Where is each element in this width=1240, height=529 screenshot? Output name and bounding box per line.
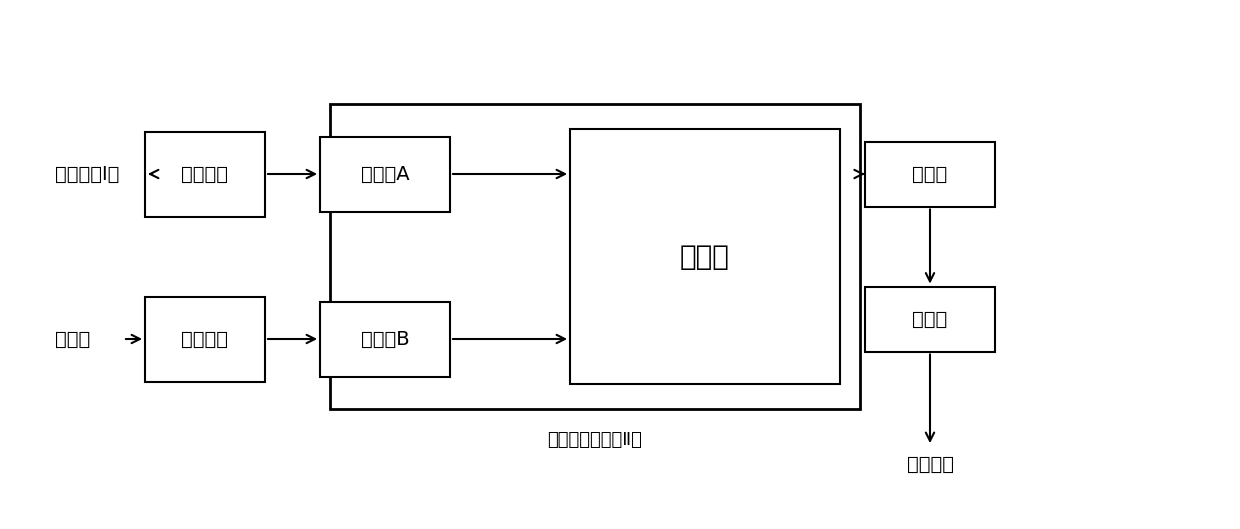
Text: 反应区: 反应区	[680, 242, 730, 270]
FancyBboxPatch shape	[866, 287, 994, 351]
Text: 淬灭区: 淬灭区	[913, 165, 947, 184]
Text: 微通道反应器（Ⅱ）: 微通道反应器（Ⅱ）	[548, 431, 642, 449]
FancyBboxPatch shape	[145, 296, 265, 381]
Text: 计量泵区: 计量泵区	[181, 330, 228, 349]
Text: 结晶区: 结晶区	[913, 309, 947, 329]
Text: 计量泵区: 计量泵区	[181, 165, 228, 184]
FancyBboxPatch shape	[145, 132, 265, 216]
FancyBboxPatch shape	[570, 129, 839, 384]
FancyBboxPatch shape	[330, 104, 861, 409]
FancyBboxPatch shape	[320, 302, 450, 377]
Text: 预热区A: 预热区A	[361, 165, 409, 184]
Text: 氧化剂: 氧化剂	[55, 330, 91, 349]
FancyBboxPatch shape	[866, 141, 994, 206]
Text: 丙硫菌唑: 丙硫菌唑	[906, 454, 954, 473]
Text: 预热区B: 预热区B	[361, 330, 409, 349]
Text: 化合物（Ⅰ）: 化合物（Ⅰ）	[55, 165, 119, 184]
FancyBboxPatch shape	[320, 136, 450, 212]
